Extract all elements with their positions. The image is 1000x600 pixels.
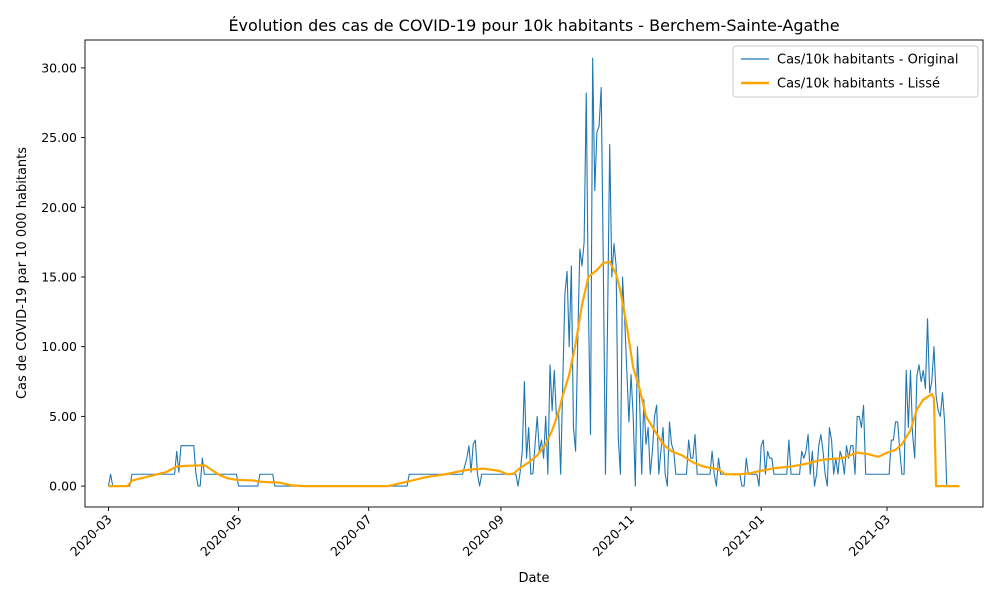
y-tick-label: 30.00 — [41, 60, 77, 75]
y-axis-label: Cas de COVID-19 par 10 000 habitants — [15, 147, 30, 399]
y-tick-label: 15.00 — [41, 269, 77, 284]
series-line-smoothed — [108, 260, 960, 488]
y-tick-label: 20.00 — [41, 200, 77, 215]
legend: Cas/10k habitants - Original Cas/10k hab… — [732, 45, 979, 98]
plot-area — [85, 40, 983, 507]
y-axis: 0.00 5.00 10.00 15.00 20.00 25.00 30.00 — [41, 60, 85, 494]
series-line-original — [107, 57, 948, 487]
legend-box — [732, 45, 979, 98]
y-tick-label: 5.00 — [49, 409, 77, 424]
y-tick-label: 25.00 — [41, 130, 77, 145]
legend-label-smoothed: Cas/10k habitants - Lissé — [777, 77, 940, 92]
y-tick-label: 10.00 — [41, 339, 77, 354]
chart-title: Évolution des cas de COVID-19 pour 10k h… — [228, 16, 839, 35]
x-axis-label: Date — [518, 571, 549, 586]
series-layer — [107, 57, 960, 488]
legend-label-original: Cas/10k habitants - Original — [777, 53, 958, 68]
y-tick-label: 0.00 — [49, 479, 77, 494]
plot-frame — [84, 39, 984, 508]
